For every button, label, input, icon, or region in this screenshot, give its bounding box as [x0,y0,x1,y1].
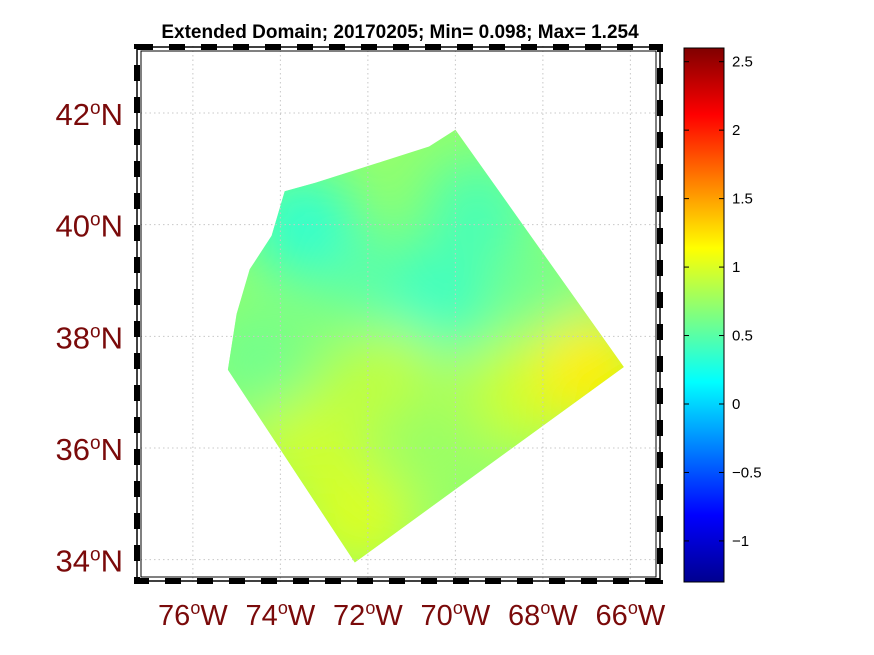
colorbar-ticks: −1 −0.5 0 0.5 1 1.5 2 2.5 [684,54,762,550]
tick-label-x: 76oW [158,598,228,632]
chart-title: Extended Domain; 20170205; Min= 0.098; M… [161,22,639,43]
colorbar-tick-label: 2.5 [732,54,753,71]
tick-label-y: 38oN [56,320,123,355]
map-frame [134,44,663,584]
tick-label-x: 72oW [333,598,403,632]
colorbar-tick-label: 1 [732,259,740,276]
tick-label-y: 42oN [56,97,123,132]
colorbar-tick-label: 0.5 [732,328,753,345]
colorbar-tick-label: 2 [732,122,740,139]
tick-label-x: 74oW [246,598,316,632]
longitude-labels: 76oW 74oW 72oW 70oW 68oW 66oW [158,598,666,632]
colorbar-tick-label: 1.5 [732,191,753,208]
colorbar: −1 −0.5 0 0.5 1 1.5 2 2.5 [683,47,762,583]
latitude-labels: 34oN 36oN 38oN 40oN 42oN [56,97,123,579]
colorbar-tick-label: −0.5 [732,464,762,481]
tick-label-y: 36oN [56,432,123,467]
map-grid [136,46,661,582]
colorbar-gradient [683,47,725,583]
tick-label-x: 68oW [508,598,578,632]
tick-label-y: 40oN [56,209,123,244]
tick-label-x: 66oW [596,598,666,632]
tick-label-x: 70oW [421,598,491,632]
colorbar-tick-label: −1 [732,533,749,550]
colorbar-tick-label: 0 [732,396,740,413]
tick-label-y: 34oN [56,544,123,579]
